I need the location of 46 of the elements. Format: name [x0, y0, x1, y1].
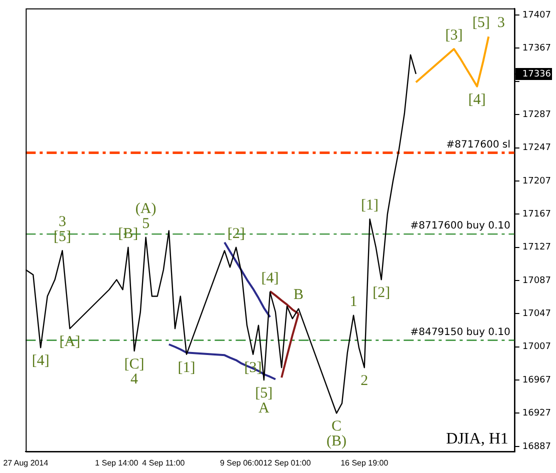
ref-line-label: #8717600 sl: [446, 139, 510, 150]
annotation: [1]: [361, 198, 379, 214]
annotation: [5]: [255, 385, 273, 402]
annotation: 4: [130, 371, 139, 388]
x-tick-label: 12 Sep 01:00: [263, 458, 312, 468]
y-tick-label: 17287: [522, 110, 552, 120]
y-tick-label: 17127: [522, 242, 552, 253]
annotation: [2]: [372, 285, 390, 302]
annotation: [4]: [468, 92, 486, 108]
annotation: [3]: [445, 27, 463, 44]
x-tick-label: 27 Aug 2014: [3, 458, 49, 468]
y-tick-label: 17336: [522, 69, 552, 80]
annotation: 5: [142, 216, 150, 232]
y-tick-label: 16967: [522, 375, 552, 386]
annotation: A: [258, 400, 270, 416]
annotation: [1]: [178, 360, 196, 376]
annotation: [5]: [54, 229, 72, 246]
annotation: 1: [350, 294, 358, 310]
annotation: (B): [326, 434, 347, 450]
x-tick-label: 16 Sep 19:00: [340, 458, 389, 468]
annotation: 3: [58, 214, 66, 230]
y-tick-label: 17167: [522, 209, 552, 220]
y-tick-label: 16887: [522, 442, 552, 452]
x-tick-label: 1 Sep 14:00: [95, 458, 139, 468]
y-tick-label: 17207: [522, 176, 552, 186]
y-tick-label: 16927: [522, 408, 552, 419]
annotation: [4]: [32, 353, 50, 370]
annotation: [4]: [261, 270, 279, 287]
annotation: B: [294, 287, 304, 304]
x-tick-label: 9 Sep 06:00: [220, 458, 264, 468]
annotation: DJIA, H1: [446, 430, 508, 448]
annotation: [5] 3: [472, 15, 505, 32]
annotation: [B]: [118, 226, 138, 242]
annotation: (A): [135, 200, 156, 217]
ref-line-label: #8479150 buy 0.10: [410, 326, 510, 338]
y-tick-label: 17247: [522, 143, 552, 154]
ref-line-label: #8717600 buy 0.10: [410, 220, 510, 232]
y-tick-label: 17047: [522, 309, 552, 320]
annotation: 2: [360, 373, 368, 390]
y-tick-label: 17407: [522, 10, 552, 20]
annotation: [C]: [124, 356, 144, 372]
x-tick-label: 4 Sep 11:00: [142, 458, 186, 468]
annotation: C: [332, 418, 342, 435]
y-tick-label: 17367: [522, 44, 552, 54]
y-tick-label: 17007: [522, 342, 552, 352]
y-tick-label: 17087: [522, 276, 552, 286]
